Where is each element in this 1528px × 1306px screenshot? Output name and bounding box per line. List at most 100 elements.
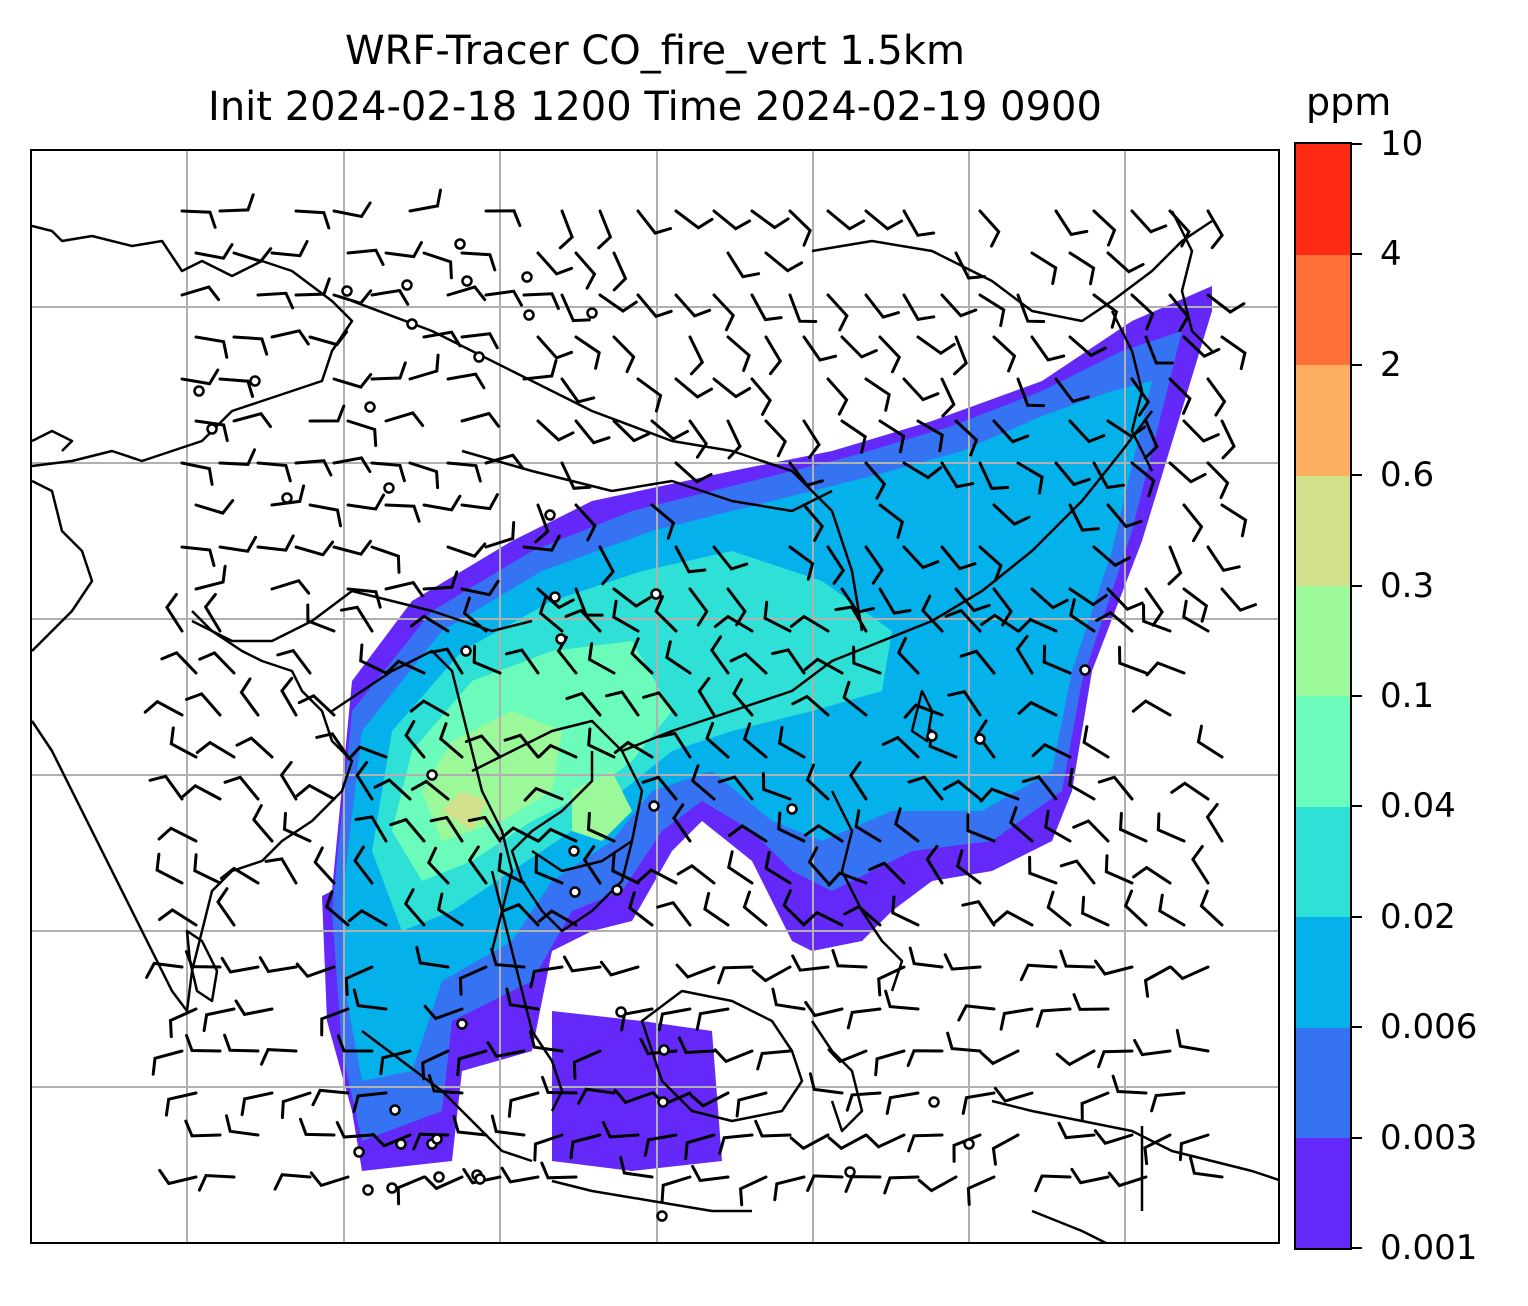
wind-barb xyxy=(223,1033,260,1053)
wind-barb xyxy=(1144,335,1174,365)
wind-barb xyxy=(423,1004,464,1021)
map-canvas xyxy=(32,151,1278,1242)
wind-barb xyxy=(558,209,574,250)
wind-barb xyxy=(346,419,378,447)
wind-barb xyxy=(827,871,868,887)
wind-barb xyxy=(808,1072,844,1095)
wind-barb xyxy=(1170,781,1210,801)
wind-barb xyxy=(484,209,522,228)
wind-barb xyxy=(902,209,936,237)
wind-barb xyxy=(536,419,575,442)
coastline xyxy=(351,299,864,632)
wind-barb xyxy=(1206,377,1227,417)
wind-barb xyxy=(805,763,830,801)
colorbar-tick xyxy=(1352,1136,1362,1139)
wind-barb xyxy=(703,892,730,927)
wind-barb xyxy=(848,761,868,801)
wind-barb xyxy=(612,335,636,374)
wind-barb xyxy=(674,293,712,318)
wind-barb xyxy=(954,251,986,280)
wind-barb xyxy=(234,999,274,1017)
wind-barb xyxy=(845,1091,882,1112)
wind-barb xyxy=(940,293,978,318)
wind-barb xyxy=(598,293,638,313)
wind-barb xyxy=(1104,854,1134,885)
wind-barb xyxy=(500,1166,540,1184)
wind-barb xyxy=(697,676,716,717)
plume-level-6 xyxy=(442,791,487,831)
wind-barb xyxy=(446,285,487,302)
wind-barb xyxy=(332,539,372,556)
wind-barb xyxy=(256,534,295,552)
wind-barb xyxy=(957,1004,996,1022)
wind-barb xyxy=(332,373,373,389)
calm-wind-marker xyxy=(433,1171,445,1183)
wind-barb xyxy=(804,1000,844,1018)
wind-barb xyxy=(1009,806,1034,843)
wind-barb xyxy=(940,461,975,489)
wind-barb xyxy=(921,594,944,633)
wind-barb xyxy=(574,335,601,370)
calm-wind-marker xyxy=(193,385,205,397)
calm-wind-marker xyxy=(426,769,438,781)
wind-barb xyxy=(831,949,868,969)
wind-barb xyxy=(612,599,640,633)
wind-barb xyxy=(169,726,198,759)
wind-barb xyxy=(1130,209,1168,234)
wind-barb xyxy=(219,866,260,885)
wind-barb xyxy=(308,503,342,528)
wind-barb xyxy=(1133,1039,1172,1057)
wind-barb xyxy=(826,545,846,585)
wind-barb xyxy=(979,1049,1020,1066)
wind-barb xyxy=(674,209,714,230)
wind-barb xyxy=(789,1133,830,1151)
map-panel[interactable] xyxy=(30,149,1280,1244)
wind-barb xyxy=(943,953,982,971)
wind-barb xyxy=(537,827,578,843)
wind-barb xyxy=(1178,1133,1210,1162)
wind-barb xyxy=(282,811,312,843)
wind-barb xyxy=(1072,819,1110,843)
wind-barb xyxy=(992,503,1031,526)
wind-barb xyxy=(1092,209,1117,247)
wind-barb xyxy=(347,745,388,761)
wind-barb xyxy=(840,419,867,454)
colorbar-tick-label: 10 xyxy=(1380,124,1424,164)
wind-barb xyxy=(235,736,274,759)
wind-barb xyxy=(891,895,920,927)
wind-barb xyxy=(216,887,236,927)
wind-barb xyxy=(320,1007,350,1037)
wind-barb xyxy=(180,368,220,386)
wind-barb xyxy=(925,844,944,885)
wind-barb xyxy=(978,461,1010,490)
wind-barb xyxy=(223,775,260,801)
wind-barb xyxy=(410,779,450,801)
coastline xyxy=(32,610,354,1013)
wind-barb xyxy=(218,377,255,398)
wind-barb xyxy=(1175,1029,1210,1053)
wind-barb xyxy=(497,852,526,885)
wind-barb xyxy=(1055,1049,1096,1067)
wind-barb xyxy=(803,910,844,927)
wind-barb xyxy=(408,353,440,381)
wind-barb xyxy=(966,1175,996,1206)
wind-barb xyxy=(999,1007,1034,1031)
wind-barb xyxy=(619,1155,654,1179)
wind-barb xyxy=(564,608,602,633)
wind-barb xyxy=(742,890,768,927)
wind-barb xyxy=(148,774,184,801)
wind-barb xyxy=(613,740,654,759)
calm-wind-marker xyxy=(353,1146,365,1158)
wind-barb xyxy=(352,1091,388,1113)
wind-barb xyxy=(467,815,502,843)
wind-barb xyxy=(728,824,768,843)
wind-barb xyxy=(280,1091,312,1119)
wind-barb xyxy=(1030,251,1058,286)
wind-barb xyxy=(574,419,611,445)
wind-barb xyxy=(385,659,426,675)
wind-barb xyxy=(309,1171,350,1188)
wind-barb xyxy=(184,1119,222,1138)
wind-barb xyxy=(864,545,884,585)
colorbar-tick-label: 0.02 xyxy=(1380,896,1456,937)
wind-barb xyxy=(427,1074,464,1095)
